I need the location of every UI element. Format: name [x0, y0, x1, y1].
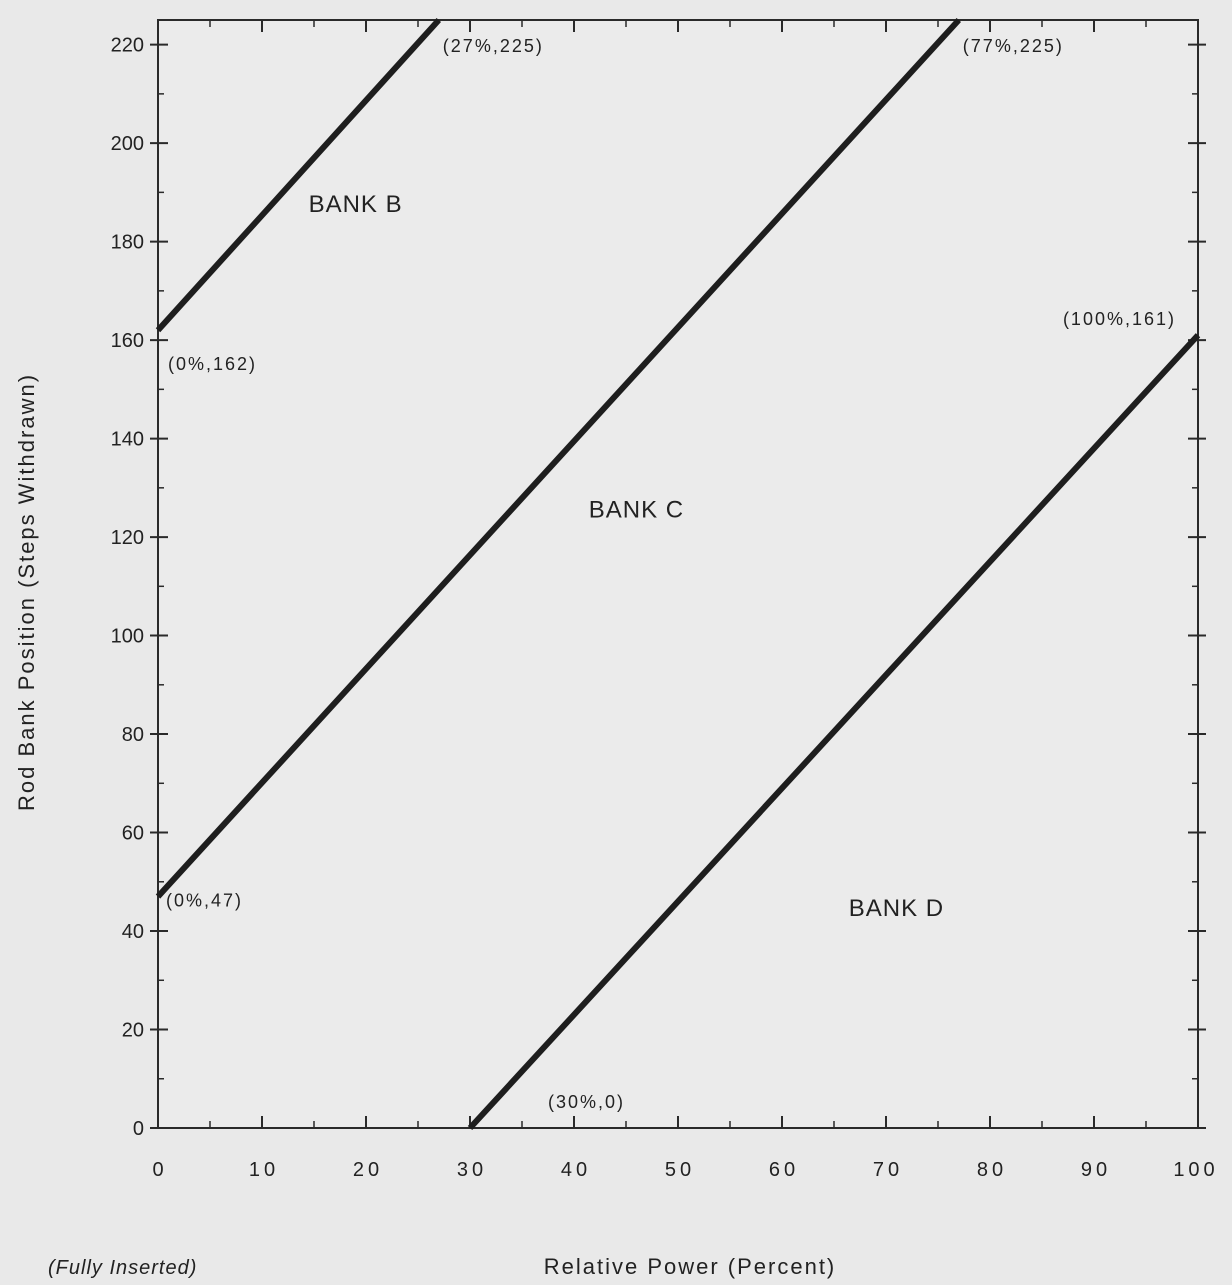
- bank-d-label: BANK D: [849, 895, 944, 922]
- fully-inserted-note: (Fully Inserted): [48, 1257, 197, 1279]
- y-tick-label: 200: [111, 133, 144, 155]
- y-tick-label: 60: [122, 823, 144, 845]
- axis-ticks: [150, 20, 1206, 1129]
- x-tick-label: 40: [561, 1159, 591, 1181]
- y-tick-label: 20: [122, 1020, 144, 1042]
- bank-c-point-label: (77%,225): [963, 36, 1064, 56]
- bank-c-line: [155, 17, 962, 899]
- bank-d-point-label: (100%,161): [1063, 309, 1176, 329]
- bank-b-line: [155, 17, 442, 333]
- y-tick-label: 220: [111, 35, 144, 57]
- x-tick-label: 0: [152, 1159, 167, 1181]
- y-tick-label: 0: [133, 1118, 144, 1140]
- y-axis-title: Rod Bank Position (Steps Withdrawn): [14, 373, 39, 811]
- y-tick-label: 160: [111, 330, 144, 352]
- bank-c-point-label: (0%,47): [166, 891, 243, 911]
- x-tick-label: 50: [665, 1159, 695, 1181]
- x-axis-title: Relative Power (Percent): [544, 1254, 837, 1279]
- series-group: [155, 17, 1201, 1131]
- axis-tick-labels: 0 10 20 30 40 50 60 70 80 90 100 0 20 40 60 80 100 120 140…: [111, 35, 1218, 1181]
- bank-b-label: BANK B: [309, 191, 403, 218]
- x-tick-label: 90: [1081, 1159, 1111, 1181]
- bank-b-point-label: (27%,225): [443, 36, 544, 56]
- y-tick-label: 140: [111, 429, 144, 451]
- bank-d-line: [467, 333, 1201, 1131]
- y-tick-label: 40: [122, 921, 144, 943]
- y-tick-label: 180: [111, 232, 144, 254]
- x-tick-label: 20: [353, 1159, 383, 1181]
- y-tick-label: 100: [111, 626, 144, 648]
- bank-d-point-label: (30%,0): [548, 1092, 625, 1112]
- y-tick-label: 120: [111, 527, 144, 549]
- bank-c-label: BANK C: [589, 496, 684, 523]
- plot-area: [157, 19, 1199, 1129]
- x-tick-label: 30: [457, 1159, 487, 1181]
- x-tick-label: 100: [1173, 1159, 1218, 1181]
- y-tick-label: 80: [122, 724, 144, 746]
- x-tick-label: 80: [977, 1159, 1007, 1181]
- annotations-group: BANK B (0%,162) (27%,225) BANK C (0%,47) (77%…: [166, 36, 1176, 1112]
- x-tick-label: 70: [873, 1159, 903, 1181]
- x-tick-label: 10: [249, 1159, 279, 1181]
- bank-b-point-label: (0%,162): [168, 354, 257, 374]
- x-tick-label: 60: [769, 1159, 799, 1181]
